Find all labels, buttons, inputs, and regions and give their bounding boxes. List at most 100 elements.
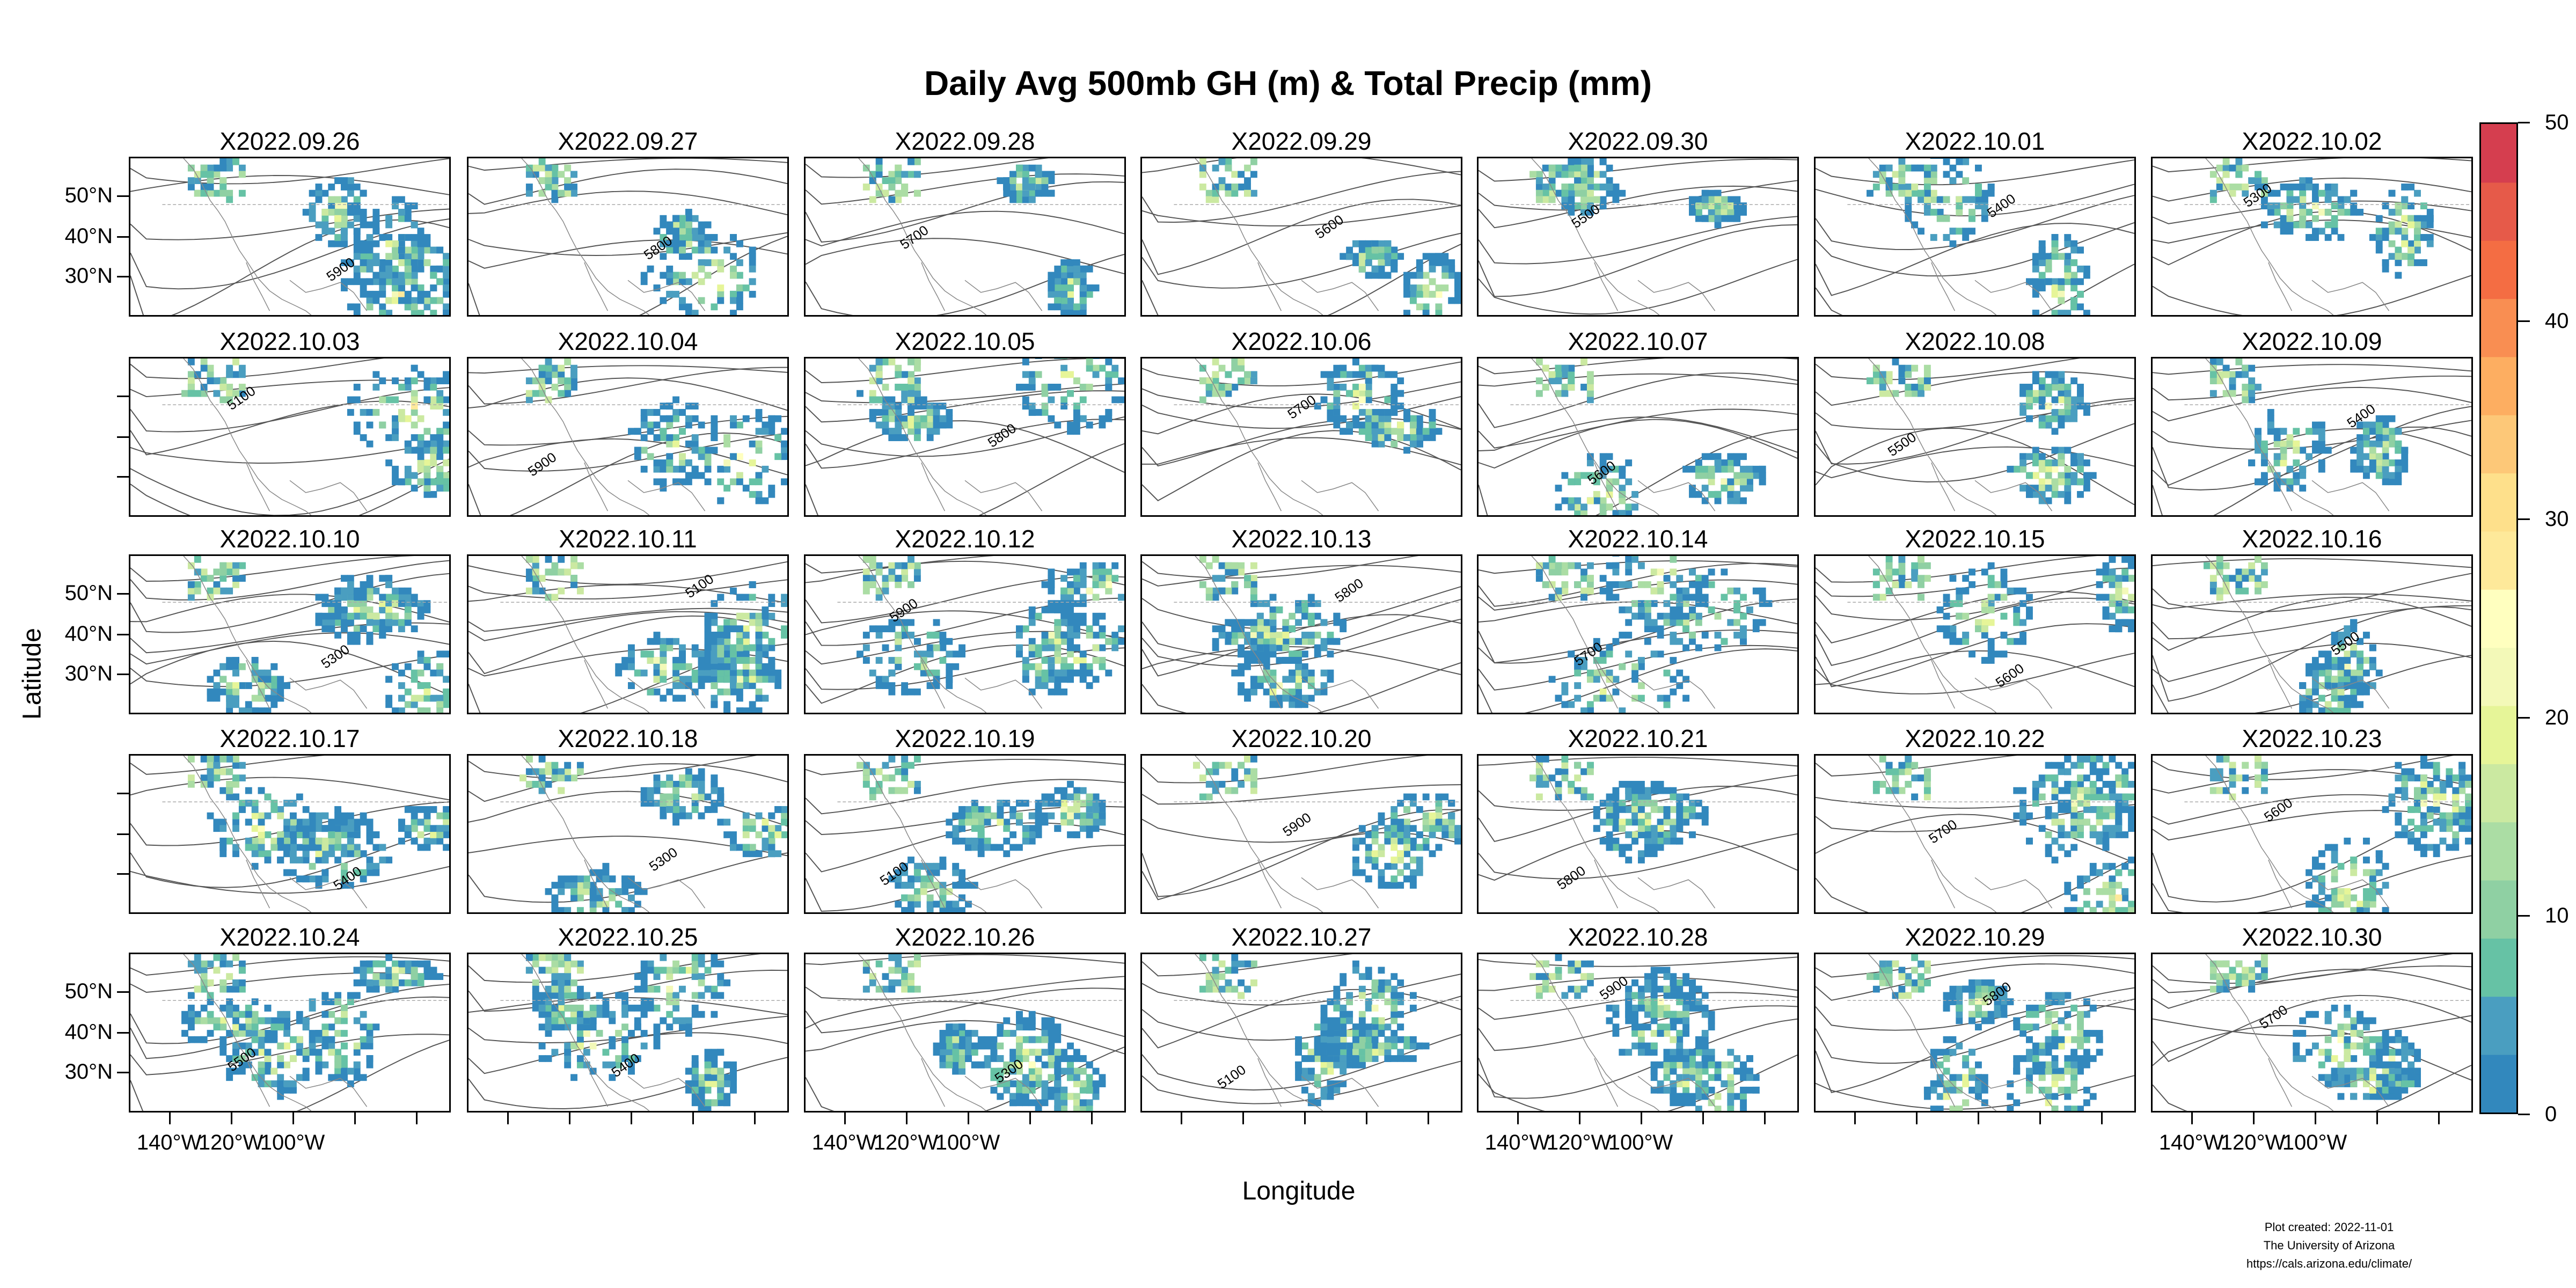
contour-line	[469, 791, 787, 827]
coastline	[1257, 660, 1282, 709]
panel-title: X2022.09.28	[895, 127, 1035, 155]
coastline	[521, 954, 650, 1111]
lon-tick-label: 100°W	[935, 1131, 1000, 1154]
contour-line	[2153, 386, 2471, 422]
coastline	[2311, 480, 2390, 511]
height-contours	[1479, 358, 1797, 515]
contour-line	[1142, 361, 1461, 387]
coastline	[2205, 954, 2334, 1111]
coastline	[2268, 262, 2293, 311]
precip-field	[1867, 954, 2103, 1111]
coastline	[921, 859, 946, 909]
map-panel: 5300	[804, 953, 1126, 1113]
contour-line	[1816, 195, 2134, 250]
contour-line	[130, 956, 449, 976]
contour-line	[2153, 605, 2471, 640]
colorbar-band	[2481, 356, 2516, 415]
map-panel: 5400	[1814, 157, 2136, 317]
contour-line	[130, 777, 449, 801]
coastline	[858, 954, 987, 1111]
contour-line	[1816, 371, 2134, 406]
height-contours	[1142, 556, 1461, 713]
lat-tick-label: 30°N	[64, 662, 113, 685]
map-canvas: 5600	[1479, 358, 1797, 515]
map-panel: 5500	[129, 953, 451, 1113]
precip-colorbar	[2479, 122, 2518, 1114]
coastline	[1974, 677, 2053, 709]
contour-line	[130, 1034, 449, 1075]
coastline	[521, 358, 650, 515]
coastline	[246, 1058, 270, 1107]
contour-line	[1142, 171, 1461, 223]
map-panel: 5400	[129, 754, 451, 914]
height-contours	[1479, 158, 1797, 315]
contour-line	[130, 756, 325, 775]
lon-tick-label: 120°W	[198, 1131, 264, 1154]
contour-line	[1142, 565, 1461, 587]
lat-tick-mark	[117, 195, 129, 197]
coastline	[246, 859, 270, 909]
colorbar-tick-label: 40	[2545, 309, 2569, 333]
map-panel: 5400	[467, 953, 789, 1113]
contour-line	[469, 611, 787, 641]
coastline	[858, 556, 987, 713]
coastline	[1931, 262, 1956, 311]
coastline	[1594, 262, 1619, 311]
lon-tick-mark	[1029, 1113, 1031, 1124]
contour-line	[1142, 556, 1419, 579]
precip-field	[1535, 358, 1766, 515]
map-panel: 5800	[1814, 953, 2136, 1113]
coastline	[2268, 462, 2293, 511]
coastline	[2205, 756, 2334, 912]
map-panel: 5500	[2151, 554, 2473, 714]
contour-line	[2153, 558, 2471, 568]
precip-field	[181, 954, 444, 1100]
colorbar-band	[2481, 298, 2516, 357]
panel-title: X2022.10.27	[1231, 923, 1372, 951]
panel-title: X2022.10.09	[2242, 327, 2382, 355]
lon-tick-mark	[754, 1113, 756, 1124]
lon-tick-mark	[968, 1113, 969, 1124]
contour-label: 5800	[1333, 576, 1366, 605]
colorbar-tick-mark	[2518, 320, 2530, 322]
lat-tick-mark	[117, 873, 129, 875]
coastline	[289, 480, 368, 511]
coastline	[1637, 480, 1716, 511]
contour-line	[469, 239, 787, 269]
contour-line	[130, 827, 449, 888]
coastline	[964, 677, 1043, 709]
colorbar-band	[2481, 996, 2516, 1055]
precip-field	[525, 556, 787, 713]
contour-line	[1479, 372, 1797, 428]
lat-tick-label: 40°N	[64, 622, 113, 646]
map-canvas: 5800	[469, 158, 787, 315]
map-canvas: 5400	[1816, 158, 2134, 315]
contour-line	[1142, 662, 1461, 713]
contour-line	[1479, 956, 1797, 967]
map-canvas: 5900	[806, 556, 1124, 713]
contour-line	[1142, 756, 1428, 784]
contour-line	[469, 608, 787, 632]
contour-line	[806, 443, 1124, 515]
panel-title: X2022.10.03	[219, 327, 360, 355]
map-canvas: 5600	[1816, 556, 2134, 713]
height-contours	[130, 358, 449, 515]
y-axis-label: Latitude	[18, 628, 47, 720]
contour-line	[469, 954, 761, 983]
lon-tick-mark	[416, 1113, 418, 1124]
map-panel: 5300	[467, 754, 789, 914]
contour-line	[806, 419, 1124, 469]
coastline	[1931, 1058, 1956, 1107]
lat-tick-mark	[117, 1032, 129, 1034]
contour-line	[2153, 275, 2471, 315]
lat-tick-mark	[117, 1072, 129, 1073]
contour-line	[130, 458, 449, 515]
contour-line	[2153, 954, 2453, 984]
map-panel: 5900	[129, 157, 451, 317]
coastline	[246, 660, 270, 709]
lon-tick-label: 100°W	[2282, 1131, 2347, 1154]
contour-line	[1142, 809, 1461, 897]
contour-line	[469, 432, 787, 515]
map-canvas: 5500	[2153, 556, 2471, 713]
contour-line	[806, 210, 1124, 247]
